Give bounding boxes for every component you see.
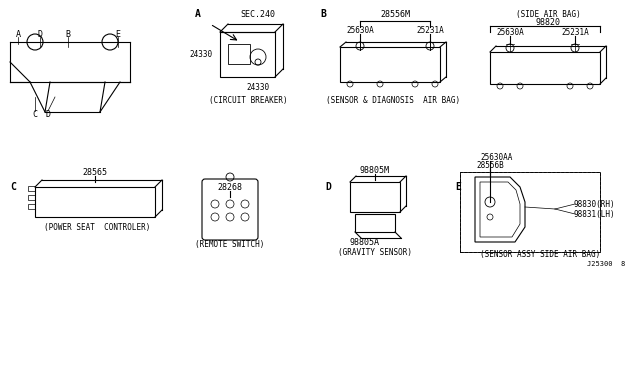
Text: SEC.240: SEC.240 xyxy=(241,10,275,19)
Text: A: A xyxy=(195,9,201,19)
Bar xyxy=(228,44,250,64)
Bar xyxy=(355,214,395,232)
Bar xyxy=(340,47,440,82)
Text: 98805M: 98805M xyxy=(360,166,390,174)
Text: D: D xyxy=(325,182,331,192)
Bar xyxy=(28,204,35,209)
Text: (REMOTE SWITCH): (REMOTE SWITCH) xyxy=(195,240,265,248)
Bar xyxy=(28,195,35,200)
Text: J25300  8: J25300 8 xyxy=(587,261,625,267)
Text: (SENSOR & DIAGNOSIS  AIR BAG): (SENSOR & DIAGNOSIS AIR BAG) xyxy=(326,96,460,105)
Text: 98831(LH): 98831(LH) xyxy=(573,209,615,218)
Bar xyxy=(350,182,400,212)
Text: 98820: 98820 xyxy=(536,17,561,26)
Text: 28556M: 28556M xyxy=(380,10,410,19)
Text: 98830(RH): 98830(RH) xyxy=(573,199,615,208)
Text: (CIRCUIT BREAKER): (CIRCUIT BREAKER) xyxy=(209,96,287,105)
Text: 28565: 28565 xyxy=(83,167,108,176)
Text: B: B xyxy=(65,29,70,38)
Text: C: C xyxy=(33,109,38,119)
Text: D: D xyxy=(38,29,42,38)
Text: 28268: 28268 xyxy=(218,183,243,192)
Text: 25231A: 25231A xyxy=(416,26,444,35)
Text: 98805A: 98805A xyxy=(350,237,380,247)
Text: (SIDE AIR BAG): (SIDE AIR BAG) xyxy=(516,10,580,19)
Text: C: C xyxy=(10,182,16,192)
Text: 28556B: 28556B xyxy=(476,160,504,170)
Bar xyxy=(460,172,600,252)
Text: A: A xyxy=(15,29,20,38)
Bar xyxy=(460,172,600,252)
Text: 25231A: 25231A xyxy=(561,28,589,36)
Text: 24330: 24330 xyxy=(246,83,269,92)
Text: E: E xyxy=(115,29,120,38)
Text: 24330: 24330 xyxy=(190,49,213,58)
Bar xyxy=(35,187,155,217)
Text: 25630A: 25630A xyxy=(346,26,374,35)
Bar xyxy=(490,52,600,84)
Text: (GRAVITY SENSOR): (GRAVITY SENSOR) xyxy=(338,247,412,257)
Bar xyxy=(220,32,275,77)
Text: (POWER SEAT  CONTROLER): (POWER SEAT CONTROLER) xyxy=(44,222,150,231)
Bar xyxy=(28,186,35,191)
Text: 25630A: 25630A xyxy=(496,28,524,36)
Text: E: E xyxy=(455,182,461,192)
Text: 25630AA: 25630AA xyxy=(480,153,513,161)
Text: (SENSOR ASSY SIDE AIR BAG): (SENSOR ASSY SIDE AIR BAG) xyxy=(480,250,600,259)
Text: B: B xyxy=(320,9,326,19)
Text: D: D xyxy=(45,109,51,119)
